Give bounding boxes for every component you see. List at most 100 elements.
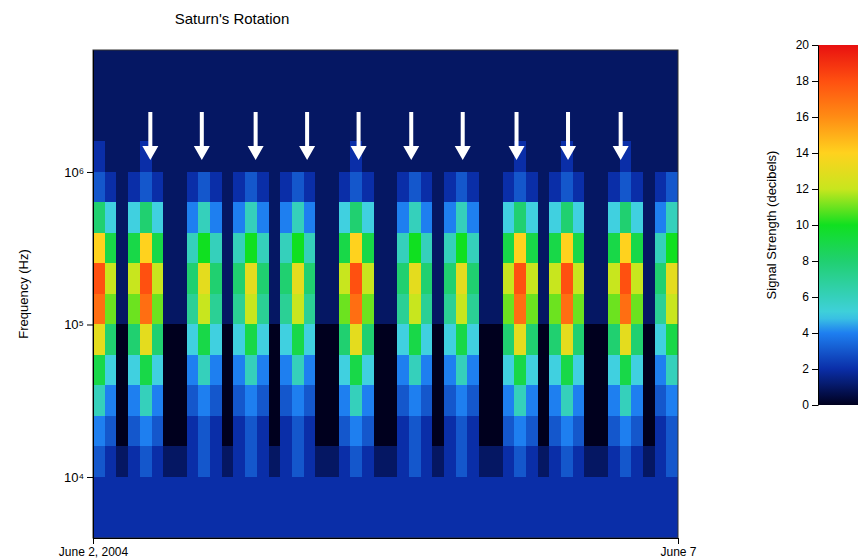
cell xyxy=(444,111,456,141)
cell xyxy=(198,294,210,324)
cell xyxy=(93,233,105,263)
cell xyxy=(584,477,596,507)
tick-mark xyxy=(812,297,818,298)
cell xyxy=(467,385,479,416)
cell xyxy=(584,507,596,538)
cell xyxy=(350,324,362,354)
cell xyxy=(362,111,374,141)
cell xyxy=(655,172,667,202)
cell xyxy=(397,324,409,354)
cell xyxy=(608,477,620,507)
cell xyxy=(666,141,678,171)
cell xyxy=(222,477,234,507)
tick: 6 xyxy=(802,290,818,304)
cell xyxy=(386,446,398,477)
cell xyxy=(655,294,667,324)
cell xyxy=(175,324,187,354)
cell xyxy=(280,355,292,385)
cell xyxy=(374,50,386,80)
cell xyxy=(245,80,257,110)
cell xyxy=(292,416,304,447)
cell xyxy=(152,80,164,110)
plot-background xyxy=(93,50,678,538)
cell xyxy=(257,294,269,324)
cell xyxy=(374,385,386,416)
cell xyxy=(187,111,199,141)
cell xyxy=(245,477,257,507)
tick-label: 10⁶ xyxy=(64,165,84,180)
cell xyxy=(503,233,515,263)
cell xyxy=(409,263,421,294)
cell xyxy=(280,294,292,324)
cell xyxy=(210,507,222,538)
cell xyxy=(432,50,444,80)
cell xyxy=(233,172,245,202)
cell xyxy=(292,50,304,80)
cell xyxy=(152,233,164,263)
cell xyxy=(315,172,327,202)
cell xyxy=(304,202,316,232)
cell xyxy=(152,507,164,538)
cell xyxy=(573,202,585,232)
cell xyxy=(666,111,678,141)
cell xyxy=(233,233,245,263)
cell xyxy=(280,111,292,141)
cell xyxy=(514,233,526,263)
cell xyxy=(538,416,550,447)
cell xyxy=(538,507,550,538)
cell xyxy=(655,202,667,232)
cell xyxy=(269,50,281,80)
cell xyxy=(105,202,117,232)
cell xyxy=(327,263,339,294)
cell xyxy=(116,111,128,141)
cell xyxy=(198,507,210,538)
cell xyxy=(397,202,409,232)
tick-label: 10 xyxy=(796,218,810,232)
cell xyxy=(444,385,456,416)
cell xyxy=(93,141,105,171)
cell xyxy=(549,80,561,110)
cell xyxy=(327,202,339,232)
cell xyxy=(292,477,304,507)
cell xyxy=(210,80,222,110)
cell xyxy=(432,446,444,477)
cell xyxy=(280,263,292,294)
cell xyxy=(432,202,444,232)
cell xyxy=(93,355,105,385)
cell xyxy=(549,50,561,80)
cell xyxy=(93,263,105,294)
arrow xyxy=(248,112,264,160)
cell xyxy=(631,172,643,202)
tick: 10 xyxy=(796,218,818,232)
cell xyxy=(175,141,187,171)
colorbar-axis-line xyxy=(818,46,819,406)
cell xyxy=(327,507,339,538)
cell xyxy=(327,141,339,171)
cell xyxy=(222,233,234,263)
cell xyxy=(245,416,257,447)
cell xyxy=(666,50,678,80)
cell xyxy=(374,172,386,202)
cell xyxy=(175,233,187,263)
cell xyxy=(187,263,199,294)
cell xyxy=(233,355,245,385)
cell xyxy=(163,477,175,507)
cell xyxy=(374,141,386,171)
cell xyxy=(643,263,655,294)
cell xyxy=(327,294,339,324)
cell xyxy=(467,172,479,202)
cell xyxy=(222,202,234,232)
cell xyxy=(327,50,339,80)
cell xyxy=(620,355,632,385)
cell xyxy=(386,507,398,538)
tick-mark xyxy=(812,225,818,226)
cell xyxy=(175,263,187,294)
cell xyxy=(269,233,281,263)
cell xyxy=(503,202,515,232)
cell xyxy=(538,385,550,416)
cell xyxy=(608,355,620,385)
cell xyxy=(608,172,620,202)
cell xyxy=(491,355,503,385)
cell xyxy=(596,324,608,354)
cell xyxy=(573,294,585,324)
